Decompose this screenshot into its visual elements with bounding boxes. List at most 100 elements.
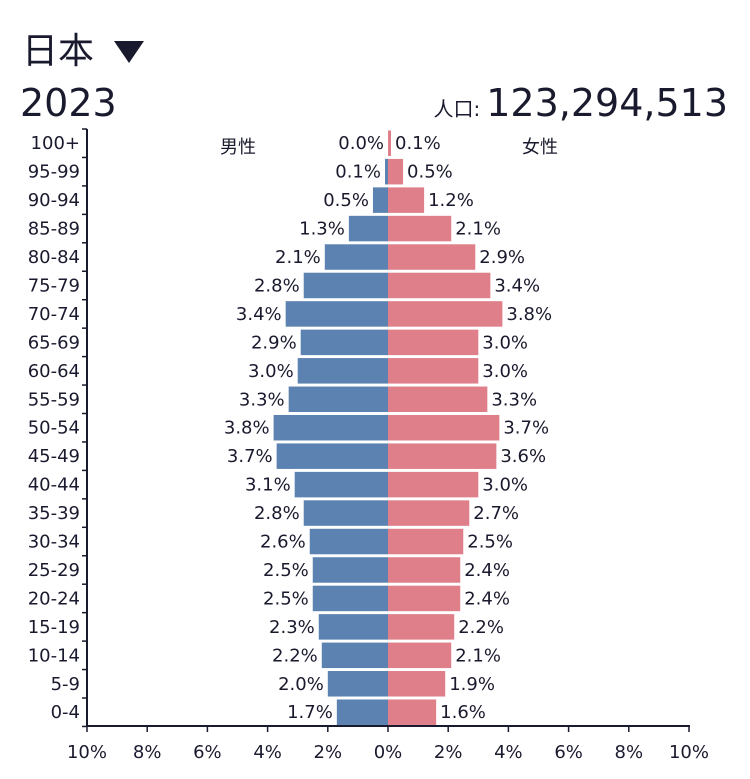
caret-down-icon[interactable] bbox=[114, 41, 145, 63]
population-value: 123,294,513 bbox=[486, 81, 728, 125]
bar-male bbox=[312, 557, 388, 583]
x-tick-label: 2% bbox=[434, 742, 463, 763]
bar-male bbox=[276, 443, 388, 469]
age-group-label: 5-9 bbox=[51, 674, 80, 695]
x-tick-label: 4% bbox=[253, 742, 282, 763]
bar-male bbox=[303, 272, 388, 299]
male-value-label: 3.8% bbox=[224, 418, 270, 439]
female-value-label: 0.5% bbox=[407, 162, 453, 183]
bar-female bbox=[388, 528, 464, 555]
male-value-label: 3.3% bbox=[239, 389, 285, 410]
bar-female bbox=[388, 699, 437, 725]
legend-female: 女性 bbox=[522, 137, 558, 158]
bar-male bbox=[327, 671, 388, 697]
bar-female bbox=[388, 614, 455, 640]
age-group-label: 55-59 bbox=[28, 389, 80, 410]
female-value-label: 2.1% bbox=[455, 645, 501, 666]
x-tick-label: 8% bbox=[133, 742, 162, 763]
male-value-label: 2.5% bbox=[263, 560, 309, 581]
age-group-label: 25-29 bbox=[28, 560, 80, 581]
age-group-label: 85-89 bbox=[28, 219, 80, 240]
bar-female bbox=[388, 215, 452, 242]
bar-male bbox=[273, 414, 388, 441]
age-group-label: 45-49 bbox=[28, 446, 80, 467]
bar-female bbox=[388, 414, 500, 441]
bar-male bbox=[285, 301, 388, 327]
bar-male bbox=[384, 158, 388, 185]
female-value-label: 2.4% bbox=[464, 588, 510, 609]
female-value-label: 1.6% bbox=[440, 702, 486, 723]
bar-male bbox=[294, 471, 388, 498]
x-tick-label: 0% bbox=[374, 742, 403, 763]
male-value-label: 2.2% bbox=[272, 645, 318, 666]
male-value-label: 2.8% bbox=[254, 275, 300, 296]
bar-female bbox=[388, 272, 491, 299]
female-value-label: 1.2% bbox=[428, 190, 474, 211]
x-tick-label: 6% bbox=[554, 742, 583, 763]
male-value-label: 3.4% bbox=[236, 304, 282, 325]
country-name: 日本 bbox=[22, 31, 95, 72]
bar-male bbox=[303, 500, 388, 526]
bar-female bbox=[388, 358, 479, 384]
country-selector[interactable]: 日本 bbox=[22, 30, 145, 74]
bar-male bbox=[321, 642, 388, 669]
bar-female bbox=[388, 585, 461, 612]
bar-female bbox=[388, 642, 452, 669]
female-value-label: 3.0% bbox=[482, 361, 528, 382]
age-group-label: 20-24 bbox=[28, 588, 80, 609]
male-value-label: 0.5% bbox=[323, 190, 369, 211]
male-value-label: 1.7% bbox=[287, 702, 333, 723]
bar-female bbox=[388, 244, 476, 270]
female-value-label: 2.9% bbox=[479, 247, 525, 268]
age-group-label: 60-64 bbox=[28, 361, 80, 382]
male-value-label: 3.7% bbox=[227, 446, 273, 467]
bar-female bbox=[388, 301, 503, 327]
bar-male bbox=[372, 187, 388, 213]
bar-female bbox=[388, 471, 479, 498]
bar-female bbox=[388, 557, 461, 583]
bar-male bbox=[318, 614, 388, 640]
age-group-label: 80-84 bbox=[28, 247, 80, 268]
female-value-label: 2.1% bbox=[455, 219, 501, 240]
male-value-label: 2.6% bbox=[260, 532, 306, 553]
male-value-label: 3.0% bbox=[248, 361, 294, 382]
female-value-label: 3.4% bbox=[494, 275, 540, 296]
age-group-label: 50-54 bbox=[28, 418, 80, 439]
bar-female bbox=[388, 386, 488, 413]
bar-male bbox=[324, 244, 388, 270]
bar-male bbox=[300, 329, 388, 356]
female-value-label: 1.9% bbox=[449, 674, 495, 695]
bar-male bbox=[309, 528, 388, 555]
age-group-label: 100+ bbox=[31, 133, 80, 154]
age-group-label: 40-44 bbox=[28, 475, 80, 496]
age-group-label: 70-74 bbox=[28, 304, 80, 325]
population-label: 人口: bbox=[433, 97, 481, 121]
bar-male bbox=[312, 585, 388, 612]
age-group-label: 65-69 bbox=[28, 332, 80, 353]
female-value-label: 3.8% bbox=[506, 304, 552, 325]
male-value-label: 2.5% bbox=[263, 588, 309, 609]
age-group-label: 15-19 bbox=[28, 617, 80, 638]
age-group-label: 95-99 bbox=[28, 162, 80, 183]
male-value-label: 2.3% bbox=[269, 617, 315, 638]
male-value-label: 2.8% bbox=[254, 503, 300, 524]
year-label: 2023 bbox=[20, 81, 117, 125]
female-value-label: 2.2% bbox=[458, 617, 504, 638]
age-group-label: 90-94 bbox=[28, 190, 80, 211]
female-value-label: 2.5% bbox=[467, 532, 513, 553]
x-tick-label: 8% bbox=[615, 742, 644, 763]
bar-male bbox=[348, 215, 388, 242]
female-value-label: 0.1% bbox=[395, 133, 441, 154]
x-tick-label: 2% bbox=[314, 742, 343, 763]
female-value-label: 2.4% bbox=[464, 560, 510, 581]
bar-male bbox=[297, 358, 388, 384]
male-value-label: 2.9% bbox=[251, 332, 297, 353]
bar-female bbox=[388, 443, 497, 469]
female-value-label: 3.0% bbox=[482, 332, 528, 353]
female-value-label: 2.7% bbox=[473, 503, 519, 524]
bar-female bbox=[388, 130, 392, 156]
x-tick-label: 4% bbox=[494, 742, 523, 763]
age-group-label: 0-4 bbox=[51, 702, 80, 723]
male-value-label: 2.0% bbox=[278, 674, 324, 695]
